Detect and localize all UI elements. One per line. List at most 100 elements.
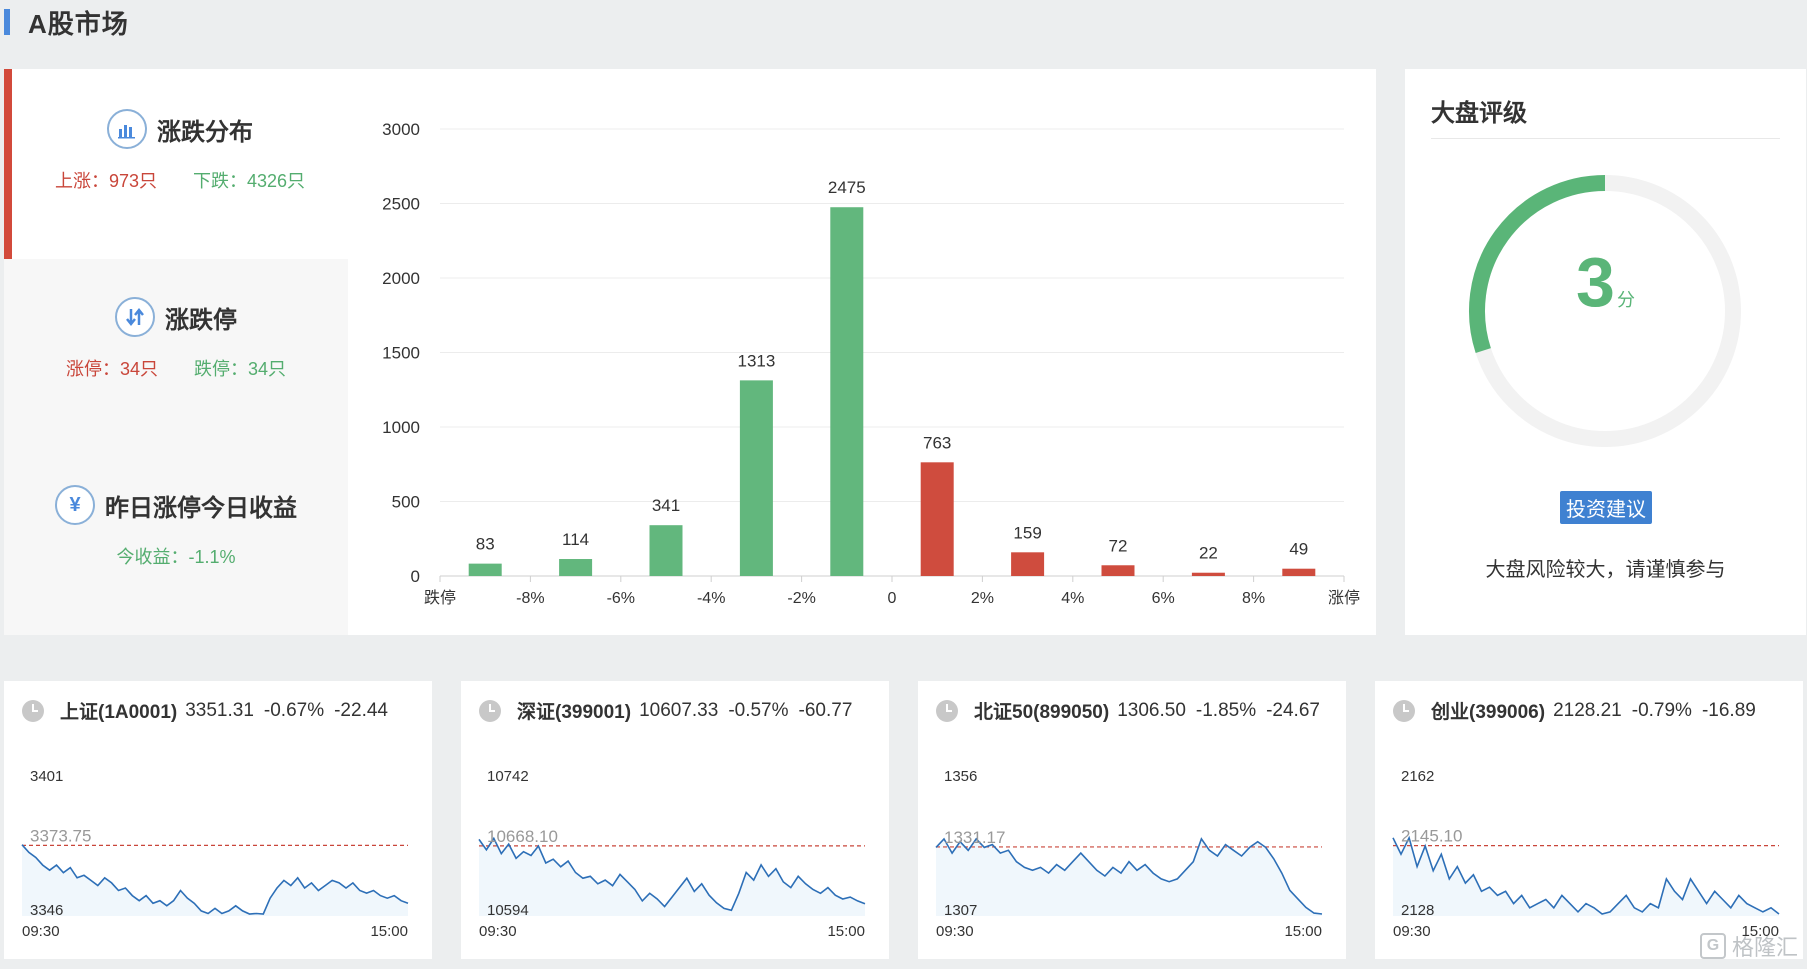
up-down-arrows-icon — [115, 297, 155, 337]
y-ref-label: 1331.17 — [944, 828, 1005, 847]
distribution-chart-svg: 0 500 1000 1500 2000 2500 3000 跌停 -8% -6% -4% -2% 0 2… — [382, 120, 1360, 607]
bar-value-label: 341 — [652, 496, 680, 515]
price-line — [478, 836, 866, 912]
time-end-label: 15:00 — [1284, 923, 1322, 940]
limit-down-count: 跌停：34只 — [194, 359, 287, 379]
y-ref-label: 10668.10 — [487, 827, 558, 846]
price-area — [479, 838, 865, 916]
tab-distribution[interactable]: 涨跌分布 上涨：973只 下跌：4326只 — [4, 69, 348, 259]
bar[interactable] — [1282, 568, 1316, 576]
time-start-label: 09:30 — [479, 923, 517, 940]
bar[interactable] — [1011, 552, 1045, 576]
x-tick-label: 0 — [888, 590, 897, 607]
index-price: 3351.31 — [185, 699, 254, 721]
index-card[interactable]: 上证(1A0001) 3351.31 -0.67% -22.44 3401 3373.75… — [4, 681, 432, 959]
y-tick-label: 2500 — [382, 195, 420, 214]
bar[interactable] — [1191, 572, 1225, 576]
time-start-label: 09:30 — [936, 923, 974, 940]
y-high-label: 10742 — [487, 768, 529, 785]
clock-icon — [1393, 699, 1415, 722]
bar[interactable] — [920, 462, 954, 576]
x-tick-label: 8% — [1242, 590, 1265, 607]
y-high-label: 1356 — [944, 768, 977, 785]
bar[interactable] — [830, 207, 864, 576]
score-unit: 分 — [1616, 290, 1635, 310]
index-change: -22.44 — [334, 699, 388, 721]
bar[interactable] — [468, 563, 502, 576]
index-price: 10607.33 — [639, 699, 719, 721]
y-ref-label: 2145.10 — [1401, 827, 1462, 846]
index-card[interactable]: 深证(399001) 10607.33 -0.57% -60.77 10742 10668… — [461, 681, 889, 959]
bar-value-label: 83 — [476, 535, 495, 554]
x-tick-label: -8% — [516, 590, 544, 607]
y-low-label: 10594 — [487, 902, 529, 919]
distribution-chart: 0 500 1000 1500 2000 2500 3000 跌停 -8% -6% -4% -2% 0 2… — [348, 69, 1376, 635]
x-tick-label: 涨停 — [1328, 589, 1360, 607]
time-end-label: 15:00 — [370, 923, 408, 940]
y-low-label: 3346 — [30, 902, 63, 919]
watermark-logo-icon: G — [1700, 933, 1726, 959]
y-ref-label: 3373.75 — [30, 826, 91, 845]
index-name: 深证(399001) — [517, 702, 632, 723]
x-tick-label: 跌停 — [424, 589, 456, 607]
advice-badge[interactable]: 投资建议 — [1560, 491, 1652, 524]
index-change: -16.89 — [1701, 699, 1756, 721]
page-title: A股市场 — [28, 8, 129, 39]
time-start-label: 09:30 — [22, 923, 60, 940]
bar[interactable] — [559, 559, 593, 576]
y-low-label: 2128 — [1401, 902, 1434, 919]
bar-value-label: 1313 — [737, 351, 775, 370]
bar[interactable] — [649, 525, 683, 576]
index-header: 深证(399001) 10607.33 -0.57% -60.77 — [479, 697, 852, 724]
index-name: 创业(399006) — [1431, 702, 1546, 723]
index-header: 上证(1A0001) 3351.31 -0.67% -22.44 — [22, 697, 388, 724]
index-price: 2128.21 — [1553, 699, 1622, 721]
bar-value-label: 2475 — [828, 178, 866, 197]
x-tick-label: 2% — [971, 590, 994, 607]
watermark: G 格隆汇 — [1700, 930, 1798, 962]
index-pct-change: -0.67% — [263, 699, 325, 721]
bar[interactable] — [1101, 565, 1135, 576]
price-line — [1392, 835, 1780, 915]
limit-title: 涨跌停 — [165, 306, 237, 334]
bar-value-label: 763 — [923, 433, 951, 452]
gauge-arc — [1469, 175, 1606, 354]
x-tick-label: 4% — [1061, 590, 1084, 607]
intraday-chart: 1356 1331.17 1307 09:30 15:00 — [935, 768, 1323, 940]
price-line — [935, 837, 1323, 915]
index-card[interactable]: 创业(399006) 2128.21 -0.79% -16.89 2162 2145.10… — [1375, 681, 1803, 959]
y-high-label: 2162 — [1401, 768, 1434, 785]
index-pct-change: -0.57% — [728, 699, 789, 721]
down-count: 下跌：4326只 — [193, 171, 306, 191]
advice-text: 大盘风险较大，请谨慎参与 — [1485, 559, 1726, 581]
bar-value-label: 49 — [1289, 540, 1308, 559]
index-card[interactable]: 北证50(899050) 1306.50 -1.85% -24.67 1356 1331.… — [918, 681, 1346, 959]
tab-yesterday-limit[interactable]: ¥ 昨日涨停今日收益 今收益：-1.1% — [4, 449, 348, 635]
yen-icon: ¥ — [55, 485, 95, 525]
bar-value-label: 22 — [1199, 544, 1218, 563]
clock-icon — [479, 699, 501, 722]
bar[interactable] — [739, 380, 773, 576]
y-low-label: 1307 — [944, 902, 977, 919]
price-line — [21, 844, 409, 915]
stats-sidebar: 涨跌分布 上涨：973只 下跌：4326只 涨跌停 涨停：34只 跌停：34只 — [4, 69, 348, 635]
y-tick-label: 3000 — [382, 120, 420, 139]
clock-icon — [22, 699, 44, 722]
x-tick-label: -2% — [787, 590, 815, 607]
price-area — [22, 844, 408, 916]
section-header: A股市场 — [0, 0, 1807, 44]
index-pct-change: -0.79% — [1631, 699, 1692, 721]
y-high-label: 3401 — [30, 768, 63, 785]
distribution-title: 涨跌分布 — [157, 118, 253, 146]
time-end-label: 15:00 — [1741, 923, 1779, 940]
index-change: -24.67 — [1266, 699, 1320, 721]
y-tick-label: 1000 — [382, 418, 420, 437]
rating-gauge — [1469, 175, 1741, 447]
y-tick-label: 2000 — [382, 269, 420, 288]
tab-limit[interactable]: 涨跌停 涨停：34只 跌停：34只 — [4, 259, 348, 449]
x-tick-label: -4% — [697, 590, 725, 607]
index-header: 北证50(899050) 1306.50 -1.85% -24.67 — [936, 697, 1320, 724]
time-start-label: 09:30 — [1393, 923, 1431, 940]
